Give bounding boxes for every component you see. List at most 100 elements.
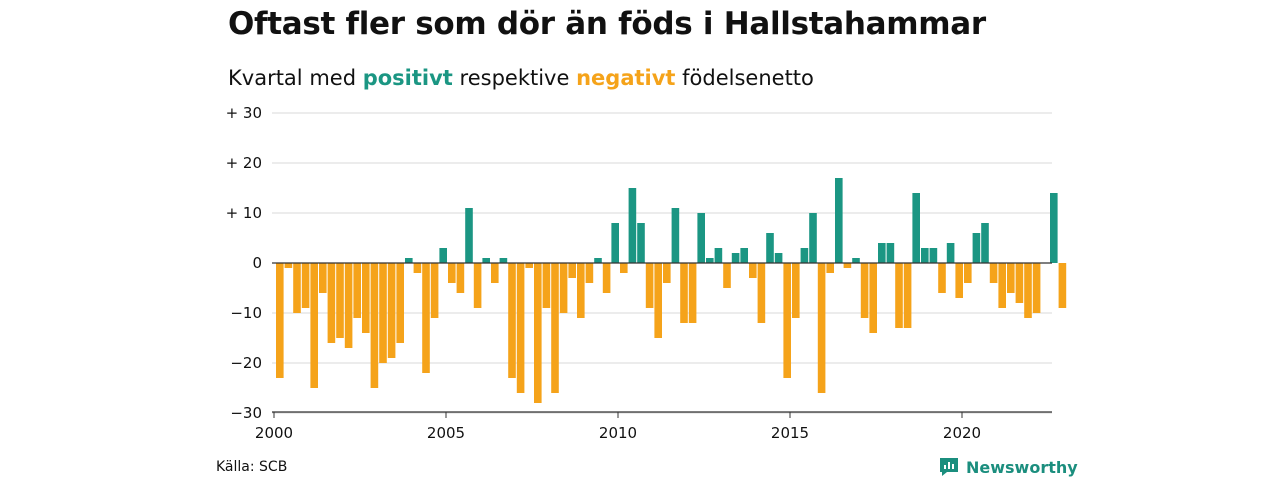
- bar: [319, 263, 327, 293]
- bar: [568, 263, 576, 278]
- bar: [628, 188, 637, 263]
- bar: [792, 263, 800, 318]
- bar: [387, 263, 396, 358]
- bar: [508, 263, 516, 378]
- bar: [585, 263, 594, 283]
- x-tick-label: 2005: [427, 424, 465, 442]
- bar: [353, 263, 361, 318]
- bar: [706, 258, 714, 263]
- bars: [276, 178, 1067, 403]
- bar: [895, 263, 903, 328]
- bar: [1050, 193, 1058, 263]
- bar: [559, 263, 568, 313]
- bar: [551, 263, 559, 393]
- subtitle-suffix: födelsenetto: [682, 66, 814, 90]
- subtitle-positive-keyword: positivt: [362, 66, 453, 90]
- bar: [921, 248, 929, 263]
- bar: [611, 223, 619, 263]
- bar: [430, 263, 439, 318]
- subtitle-negative-keyword: negativt: [576, 66, 676, 90]
- bar: [714, 248, 723, 263]
- bar: [491, 263, 499, 283]
- bar: [456, 263, 465, 293]
- bar: [499, 258, 508, 263]
- bar: [740, 248, 748, 263]
- bar: [293, 263, 301, 313]
- x-tick-label: 2015: [771, 424, 809, 442]
- bar: [370, 263, 379, 388]
- y-tick-label: −10: [230, 304, 262, 322]
- bar: [886, 243, 895, 263]
- bar: [843, 263, 852, 268]
- bar: [284, 263, 293, 268]
- bar: [654, 263, 662, 338]
- bar: [929, 248, 938, 263]
- bar: [602, 263, 611, 293]
- bar: [972, 233, 981, 263]
- bar: [783, 263, 791, 378]
- bar: [998, 263, 1006, 308]
- bar: [671, 208, 680, 263]
- bar: [757, 263, 766, 323]
- bar: [637, 223, 645, 263]
- bar: [336, 263, 344, 338]
- y-axis-labels: + 30 + 20 + 10 0 −10 −20 −30: [226, 104, 262, 422]
- bar: [964, 263, 972, 283]
- bar: [344, 263, 353, 348]
- y-tick-label: + 30: [226, 104, 262, 122]
- bar: [697, 213, 705, 263]
- bar: [766, 233, 774, 263]
- y-tick-label: −20: [230, 354, 262, 372]
- chart-subtitle: Kvartal med positivt respektive negativt…: [228, 66, 814, 90]
- bar: [860, 263, 869, 318]
- bar: [405, 258, 413, 263]
- bar: [516, 263, 525, 393]
- bar: [1024, 263, 1032, 318]
- bar: [852, 258, 860, 263]
- bar: [645, 263, 654, 308]
- bar: [542, 263, 551, 308]
- bar: [731, 253, 740, 263]
- bar: [577, 263, 585, 318]
- y-tick-label: + 10: [226, 204, 262, 222]
- bar: [301, 263, 310, 308]
- bar: [413, 263, 422, 273]
- y-tick-label: + 20: [226, 154, 262, 172]
- bar: [817, 263, 826, 393]
- y-tick-label: −30: [230, 404, 262, 422]
- bar: [749, 263, 757, 278]
- bar: [723, 263, 731, 288]
- bar: [439, 248, 447, 263]
- bar: [869, 263, 877, 333]
- bar: [473, 263, 482, 308]
- bar: [1007, 263, 1015, 293]
- x-tick-label: 2000: [255, 424, 293, 442]
- bar: [525, 263, 533, 268]
- bar: [448, 263, 456, 283]
- bar: [620, 263, 628, 273]
- bar: [688, 263, 697, 323]
- x-axis: 2000 2005 2010 2015 2020: [255, 262, 1052, 442]
- bar: [1058, 263, 1067, 308]
- bar: [800, 248, 809, 263]
- bar: [989, 263, 998, 283]
- chart-title: Oftast fler som dör än föds i Hallstaham…: [228, 6, 986, 42]
- bar: [482, 258, 490, 263]
- bar: [362, 263, 370, 333]
- bar: [946, 243, 955, 263]
- bar: [809, 213, 817, 263]
- bar: [680, 263, 688, 323]
- bar: [534, 263, 542, 403]
- subtitle-middle: respektive: [459, 66, 570, 90]
- bar: [276, 263, 284, 378]
- x-tick-label: 2010: [599, 424, 637, 442]
- bar: [774, 253, 783, 263]
- bar: [903, 263, 912, 328]
- bar: [310, 263, 318, 388]
- bar: [1032, 263, 1041, 313]
- bar: [981, 223, 989, 263]
- bar: [878, 243, 886, 263]
- brand-logo: Newsworthy: [938, 456, 1078, 478]
- bar: [379, 263, 387, 363]
- bar: [912, 193, 920, 263]
